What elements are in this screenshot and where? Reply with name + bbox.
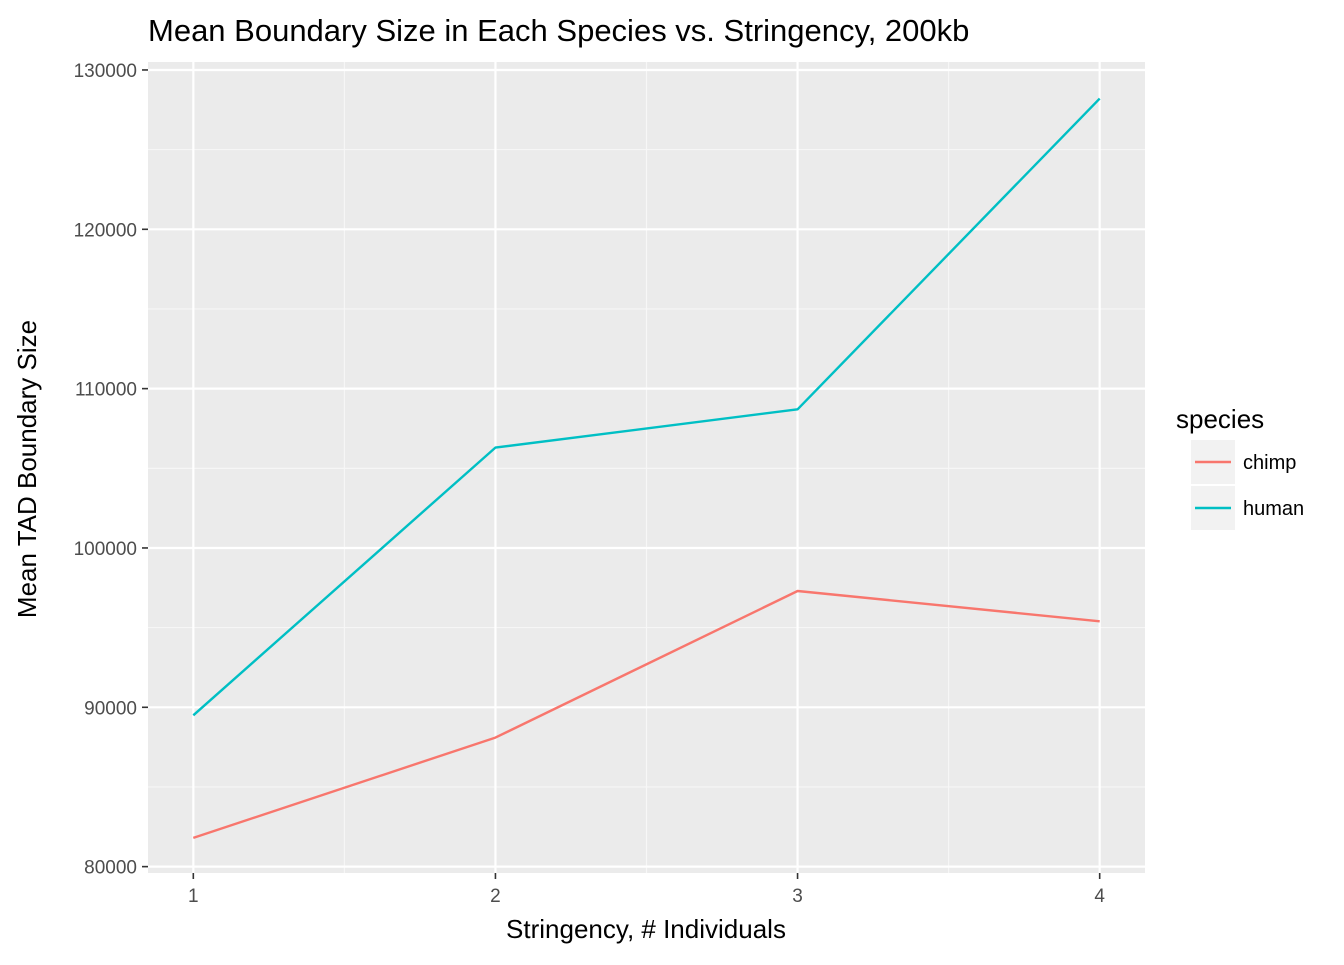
chart-title: Mean Boundary Size in Each Species vs. S… (148, 13, 969, 48)
x-tick-label: 3 (792, 886, 803, 907)
series-lines (192, 97, 1101, 840)
y-axis: 80000 90000 100000 110000 120000 130000 (74, 61, 148, 879)
y-tick-label: 80000 (84, 858, 137, 879)
y-tick-label: 120000 (74, 220, 137, 241)
y-tick-label: 100000 (74, 539, 137, 560)
legend-label-human: human (1243, 498, 1304, 520)
legend-title: species (1176, 404, 1264, 434)
series-line-human (192, 97, 1101, 717)
y-axis-title: Mean TAD Boundary Size (12, 320, 42, 618)
y-tick-label: 130000 (74, 61, 137, 82)
x-axis: 1 2 3 4 (188, 873, 1105, 907)
series-line-chimp (192, 589, 1100, 840)
x-tick-label: 1 (188, 886, 199, 907)
y-tick-label: 110000 (75, 380, 137, 401)
x-tick-label: 2 (490, 886, 501, 907)
legend-label-chimp: chimp (1243, 452, 1296, 474)
plot-panel (148, 62, 1145, 873)
legend: species chimp human (1176, 404, 1304, 530)
y-tick-label: 90000 (84, 698, 137, 719)
x-tick-label: 4 (1094, 886, 1105, 907)
x-axis-title: Stringency, # Individuals (506, 914, 786, 944)
